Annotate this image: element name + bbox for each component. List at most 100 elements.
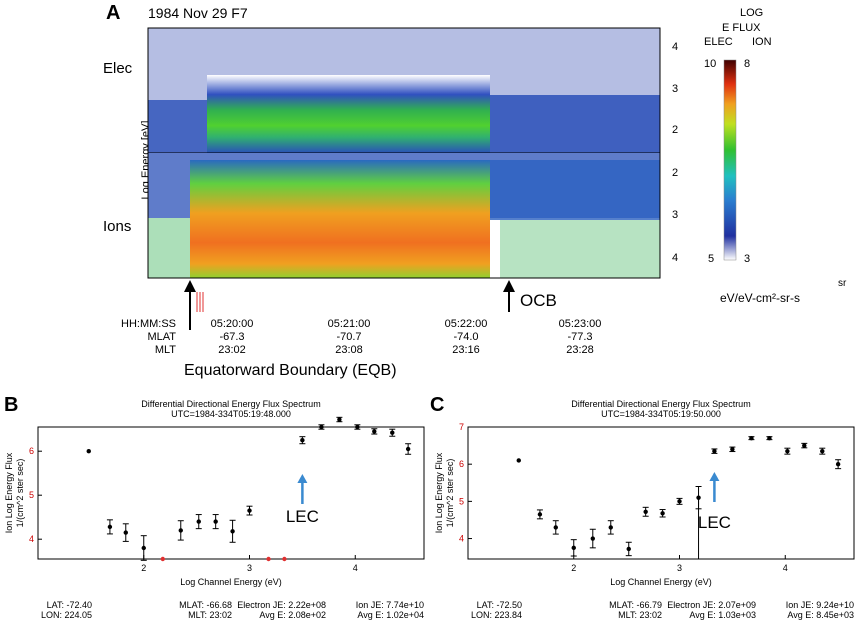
time-col-1-mlat: -70.7 <box>336 331 362 343</box>
x-tick-label: 4 <box>353 563 358 573</box>
data-point <box>785 448 790 454</box>
x-tick-label: 3 <box>677 563 682 573</box>
data-point <box>571 545 576 551</box>
chart-subtitle: UTC=1984-334T05:19:48.000 <box>171 409 291 419</box>
eqb-label: Equatorward Boundary (EQB) <box>184 362 397 379</box>
footer-ion_avg: Avg E: 8.45e+03 <box>787 610 854 620</box>
right-tick-top-4: 4 <box>672 41 678 53</box>
data-point <box>749 435 754 441</box>
axis-row-mlat: MLAT <box>147 331 176 343</box>
footer-ion_je: Ion JE: 9.24e+10 <box>786 600 854 610</box>
data-point <box>516 458 521 463</box>
data-point <box>626 546 631 552</box>
y-axis-label-1: Ion Log Energy Flux <box>434 452 444 533</box>
footer-electron_avg: Avg E: 2.08e+02 <box>259 610 326 620</box>
time-col-0-mlat: -67.3 <box>219 331 245 343</box>
spectrum-chart-b: Differential Directional Energy Flux Spe… <box>4 399 425 620</box>
spectrogram-panel: 4 3 2 2 3 4 LOG E FLUX ELEC ION 10 8 5 3… <box>147 7 847 330</box>
footer-ion_je: Ion JE: 7.74e+10 <box>356 600 424 610</box>
lec-label: LEC <box>698 513 731 532</box>
data-point <box>319 424 324 430</box>
data-point <box>300 438 305 443</box>
data-point <box>405 446 411 452</box>
ocb-arrow-head <box>503 280 515 292</box>
ion-equatorward-noise <box>148 218 190 278</box>
colorbar-sr: sr <box>838 278 847 289</box>
red-axis-marker <box>160 556 165 562</box>
right-tick-top-3: 3 <box>672 83 678 95</box>
y-tick-label: 6 <box>459 459 464 469</box>
time-col-3-time: 05:23:00 <box>558 318 602 330</box>
axis-row-mlt: MLT <box>154 344 176 356</box>
data-point <box>590 536 595 541</box>
data-point <box>372 429 377 434</box>
data-point <box>196 519 201 524</box>
red-tick-marks <box>196 292 204 312</box>
data-point <box>178 528 183 533</box>
data-point <box>802 443 807 448</box>
data-point <box>337 417 342 422</box>
data-point <box>107 524 113 530</box>
data-point <box>537 512 543 517</box>
ions-label: Ions <box>103 218 132 235</box>
colorbar-elec-min: 5 <box>708 253 714 265</box>
chart-subtitle: UTC=1984-334T05:19:50.000 <box>601 409 721 419</box>
y-axis-label-2: 1/(cm^2 ster sec) <box>445 459 455 528</box>
ion-polar-cap <box>490 160 660 220</box>
elec-equatorward <box>148 100 207 153</box>
y-tick-label: 5 <box>29 490 34 500</box>
time-col-3-mlat: -77.3 <box>567 331 593 343</box>
time-col-3-mlt: 23:28 <box>566 344 594 356</box>
time-col-2-mlt: 23:16 <box>452 344 480 356</box>
colorbar-ion-label: ION <box>752 36 772 48</box>
panel-a-letter: A <box>106 2 121 24</box>
colorbar <box>723 59 737 261</box>
data-point <box>86 449 91 454</box>
data-point <box>355 424 360 430</box>
data-point <box>553 525 558 530</box>
data-point <box>767 435 772 441</box>
footer-ion_avg: Avg E: 1.02e+04 <box>357 610 424 620</box>
plot-frame <box>37 426 425 560</box>
data-point <box>213 519 218 524</box>
chart-title: Differential Directional Energy Flux Spe… <box>571 399 750 409</box>
spectrum-chart-c: Differential Directional Energy Flux Spe… <box>434 399 855 620</box>
footer-lat: LAT: -72.40 <box>47 600 92 610</box>
data-point <box>835 461 841 467</box>
y-axis-label-2: 1/(cm^2 ster sec) <box>15 459 25 528</box>
x-tick-label: 2 <box>141 563 146 573</box>
ion-precipitation-band <box>190 160 490 278</box>
y-tick-label: 5 <box>459 496 464 506</box>
colorbar-ion-max: 8 <box>744 58 750 70</box>
footer-mlat: MLAT: -66.68 <box>179 600 232 610</box>
colorbar-elec-label: ELEC <box>704 36 733 48</box>
time-col-2-mlat: -74.0 <box>453 331 479 343</box>
footer-electron_je: Electron JE: 2.22e+08 <box>237 600 326 610</box>
panel-b-letter: B <box>4 394 19 416</box>
data-point <box>230 529 235 534</box>
right-tick-bottom-3: 3 <box>672 209 678 221</box>
chart-title: Differential Directional Energy Flux Spe… <box>141 399 320 409</box>
data-point <box>608 525 613 530</box>
y-tick-label: 4 <box>29 534 34 544</box>
axis-row-time: HH:MM:SS <box>121 318 176 330</box>
lec-arrow-head <box>709 472 720 481</box>
y-axis-label-1: Ion Log Energy Flux <box>4 452 14 533</box>
data-point <box>660 511 665 516</box>
ion-polar-noise <box>500 220 660 278</box>
ocb-label: OCB <box>520 291 557 310</box>
right-tick-top-2: 2 <box>672 124 678 136</box>
x-axis-label: Log Channel Energy (eV) <box>180 577 282 587</box>
red-axis-marker <box>282 556 287 562</box>
elec-polar-cap <box>490 95 660 153</box>
right-tick-bottom-2: 2 <box>672 167 678 179</box>
footer-lat: LAT: -72.50 <box>477 600 522 610</box>
x-axis-label: Log Channel Energy (eV) <box>610 577 712 587</box>
footer-electron_je: Electron JE: 2.07e+09 <box>667 600 756 610</box>
elec-precipitation-band <box>207 75 490 153</box>
colorbar-title-2: E FLUX <box>722 22 761 34</box>
data-point <box>123 530 128 535</box>
y-tick-label: 4 <box>459 534 464 544</box>
data-point <box>141 545 146 551</box>
colorbar-elec-max: 10 <box>704 58 716 70</box>
